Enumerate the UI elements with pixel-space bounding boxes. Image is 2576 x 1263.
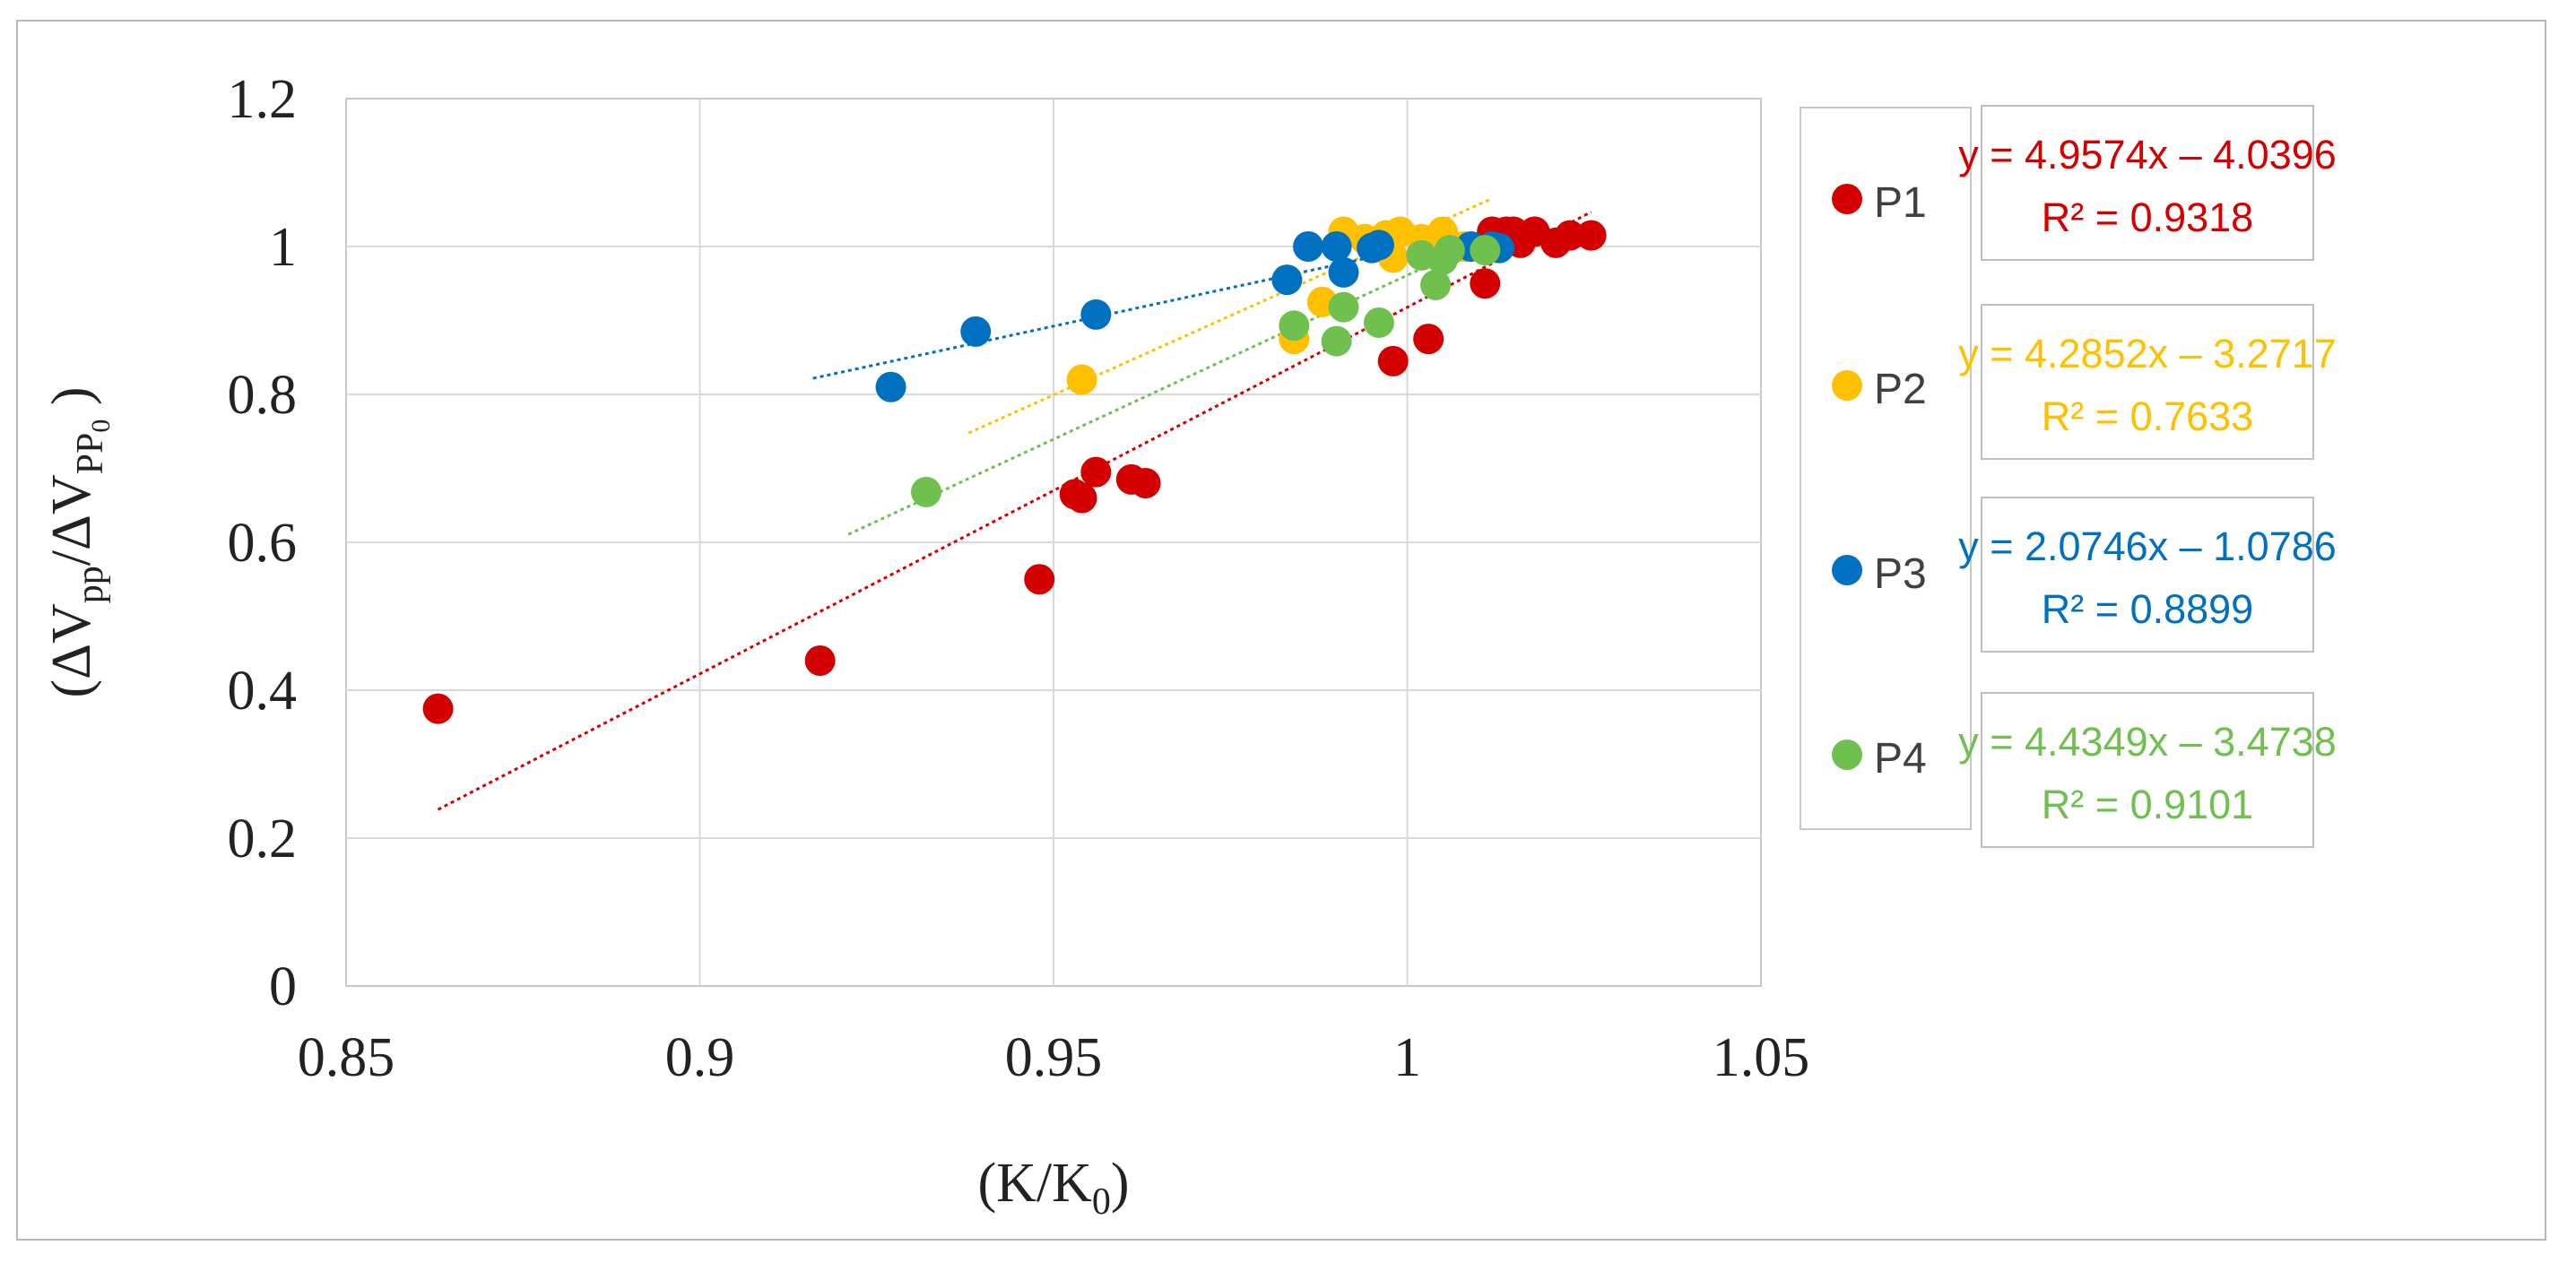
data-point-p1 <box>1377 345 1409 376</box>
y-axis-label-sub-PP: PP <box>70 433 111 475</box>
data-point-p1 <box>1024 564 1055 595</box>
data-points <box>422 216 1607 724</box>
legend-item-p3: P3 <box>1832 550 1927 598</box>
y-axis-label-close: ) <box>41 386 102 419</box>
x-axis-label-sub: 0 <box>1092 1181 1111 1223</box>
tick-labels: 0.85 0.9 0.95 1 1.05 0 0.2 0.4 0.6 0.8 1 1.2 <box>228 69 1810 1088</box>
equation-box-p4: y = 4.4349x – 3.4738 R² = 0.9101 <box>1958 692 2337 848</box>
y-tick-label: 0.2 <box>228 809 298 869</box>
data-point-p3 <box>1321 231 1352 262</box>
data-point-p1 <box>1554 220 1585 251</box>
r-squared-value: R² = 0.9101 <box>2042 782 2253 827</box>
legend-marker <box>1832 740 1862 770</box>
data-point-p4 <box>1328 291 1359 323</box>
data-point-p4 <box>1321 325 1352 357</box>
equation-box-p2: y = 4.2852x – 3.2717 R² = 0.7633 <box>1958 304 2337 460</box>
equation-box-border <box>1981 692 2314 848</box>
r-squared-value: R² = 0.7633 <box>2042 394 2253 439</box>
x-axis-label: (K/K0) <box>977 1153 1129 1223</box>
equation-box-border <box>1981 304 2314 460</box>
data-point-p3 <box>1293 231 1324 262</box>
data-point-p1 <box>1575 220 1607 251</box>
y-tick-label: 0.4 <box>228 661 298 722</box>
y-axis-label-sub-0: 0 <box>86 420 116 433</box>
legend-label: P1 <box>1874 179 1927 227</box>
y-axis-label-part-2: /ΔV <box>41 474 102 566</box>
trendline-p2 <box>967 197 1493 435</box>
x-tick-label: 0.95 <box>1005 1027 1103 1088</box>
y-tick-label: 1.2 <box>228 69 298 130</box>
equation-box-border <box>1981 105 2314 261</box>
data-point-p3 <box>1080 298 1112 330</box>
data-point-p1 <box>1066 482 1097 514</box>
x-tick-label: 0.85 <box>298 1027 395 1088</box>
data-point-p2 <box>1066 364 1097 395</box>
data-point-p1 <box>804 645 836 676</box>
data-point-p1 <box>422 693 454 724</box>
trendlines <box>437 197 1592 811</box>
y-tick-label: 0.6 <box>228 513 298 574</box>
data-point-p1 <box>1130 468 1161 498</box>
y-tick-label: 1 <box>269 217 297 278</box>
data-point-p3 <box>875 371 906 402</box>
legend-marker <box>1832 370 1862 401</box>
data-point-p4 <box>910 476 941 507</box>
legend-marker <box>1832 184 1862 214</box>
trendline-p4 <box>847 238 1486 536</box>
data-point-p3 <box>1328 256 1359 288</box>
data-point-p3 <box>960 316 992 347</box>
y-axis-label-sub-pp: pp <box>70 566 111 603</box>
data-point-p1 <box>1080 456 1112 488</box>
trendline-equation: y = 4.4349x – 3.4738 <box>1958 719 2337 765</box>
equation-box-p3: y = 2.0746x – 1.0786 R² = 0.8899 <box>1958 497 2337 653</box>
y-tick-label: 0.8 <box>228 365 298 426</box>
trendline-p1 <box>437 211 1592 811</box>
data-point-p4 <box>1279 310 1310 342</box>
x-tick-label: 0.9 <box>665 1027 735 1088</box>
y-axis-label: (ΔVpp/ΔVPP0 ) <box>41 386 116 697</box>
legend-marker <box>1832 555 1862 585</box>
trendline-equation: y = 4.2852x – 3.2717 <box>1958 331 2337 376</box>
data-point-p4 <box>1420 269 1452 300</box>
legend-label: P3 <box>1874 550 1927 598</box>
data-point-p4 <box>1434 235 1465 266</box>
legend-item-p1: P1 <box>1832 179 1927 227</box>
r-squared-value: R² = 0.8899 <box>2042 586 2253 632</box>
legend-label: P4 <box>1874 735 1927 783</box>
equation-box-border <box>1981 497 2314 653</box>
y-axis-label-part-1: (ΔV <box>41 603 102 698</box>
data-point-p4 <box>1363 307 1394 338</box>
trendline-equation: y = 2.0746x – 1.0786 <box>1958 523 2337 569</box>
trendline-equation: y = 4.9574x – 4.0396 <box>1958 132 2337 177</box>
equation-box-p1: y = 4.9574x – 4.0396 R² = 0.9318 <box>1958 105 2337 261</box>
x-tick-label: 1.05 <box>1713 1027 1810 1088</box>
data-point-p1 <box>1413 324 1444 355</box>
x-axis-label-main: (K/K <box>977 1153 1092 1214</box>
data-point-p4 <box>1470 235 1501 266</box>
y-tick-label: 0 <box>269 956 297 1017</box>
legend: P1 P2 P3 P4 <box>1832 179 1927 783</box>
data-point-p1 <box>1470 268 1501 299</box>
trendline-equations: y = 4.9574x – 4.0396 R² = 0.9318 y = 4.285… <box>1958 105 2337 848</box>
x-tick-label: 1 <box>1393 1027 1421 1088</box>
legend-item-p2: P2 <box>1832 366 1927 413</box>
legend-label: P2 <box>1874 366 1927 413</box>
r-squared-value: R² = 0.9318 <box>2042 195 2253 240</box>
legend-item-p4: P4 <box>1832 735 1927 783</box>
data-point-p3 <box>1271 264 1303 296</box>
data-point-p3 <box>1363 229 1394 261</box>
x-axis-label-end: ) <box>1111 1153 1130 1214</box>
legend-box <box>1800 107 1972 830</box>
